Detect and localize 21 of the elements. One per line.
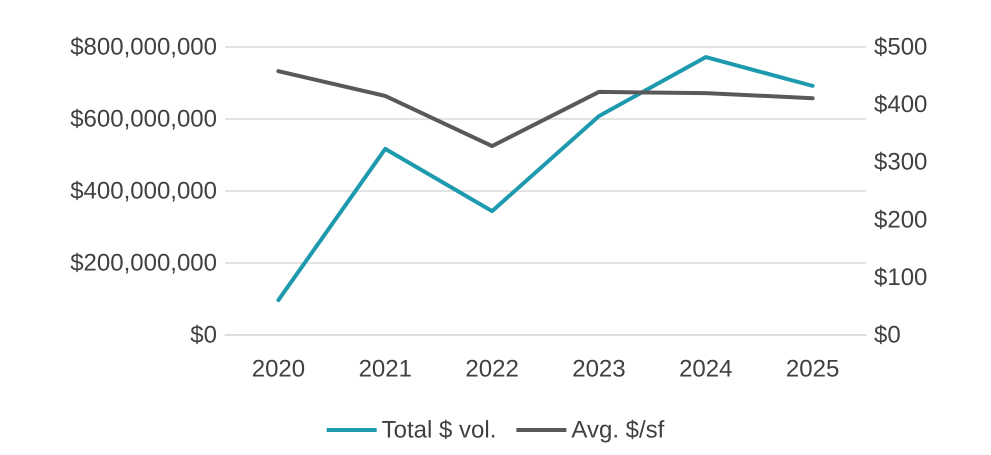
line-series: [276, 55, 815, 302]
line-series: [276, 69, 815, 148]
y2-tick-label: $0: [874, 322, 901, 348]
y2-tick-label: $400: [874, 91, 928, 118]
y2-tick-label: $100: [874, 264, 928, 291]
y2-tick-label: $300: [874, 148, 928, 176]
y2-tick-label: $200: [874, 206, 928, 234]
y-tick-label: $400,000,000: [70, 178, 217, 204]
y-tick-label: $0: [190, 322, 217, 348]
x-tick-label: 2023: [572, 356, 626, 382]
x-tick-label: 2020: [252, 356, 306, 382]
legend-label: Total $ vol.: [382, 416, 496, 444]
y-tick-label: $600,000,000: [70, 106, 217, 132]
x-tick-label: 2021: [358, 356, 412, 382]
x-tick-label: 2022: [465, 356, 519, 382]
x-tick-label: 2025: [786, 356, 840, 382]
y-tick-label: $800,000,000: [70, 34, 217, 60]
y2-tick-label: $500: [874, 34, 928, 60]
x-tick-label: 2024: [679, 356, 732, 382]
legend-label: Avg. $/sf: [571, 416, 665, 444]
y-tick-label: $200,000,000: [70, 250, 217, 276]
